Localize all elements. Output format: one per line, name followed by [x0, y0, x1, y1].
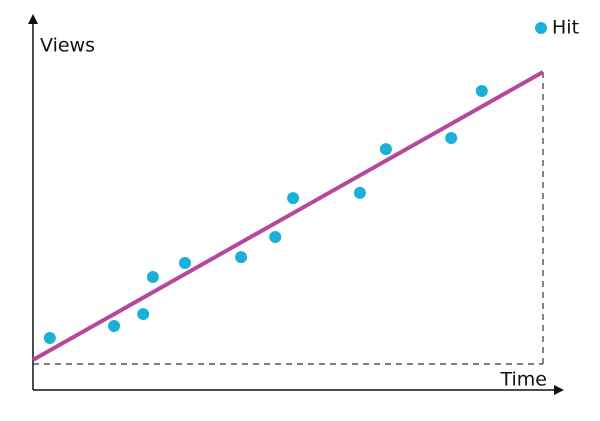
point — [445, 131, 458, 144]
point — [475, 84, 488, 97]
point — [287, 192, 300, 205]
point — [108, 320, 121, 333]
point — [379, 143, 392, 156]
y-axis-label: Views — [40, 35, 95, 57]
point — [353, 186, 366, 199]
point — [146, 270, 159, 283]
x-axis-arrow — [554, 385, 564, 395]
point — [269, 230, 282, 243]
trend-line — [32, 70, 544, 362]
point — [43, 332, 56, 345]
y-axis-arrow — [28, 14, 38, 24]
point — [178, 256, 191, 269]
point — [235, 251, 248, 264]
point — [137, 308, 150, 321]
legend-label: Hit — [552, 17, 579, 39]
legend-swatch — [535, 22, 547, 34]
x-axis-label: Time — [500, 369, 548, 391]
